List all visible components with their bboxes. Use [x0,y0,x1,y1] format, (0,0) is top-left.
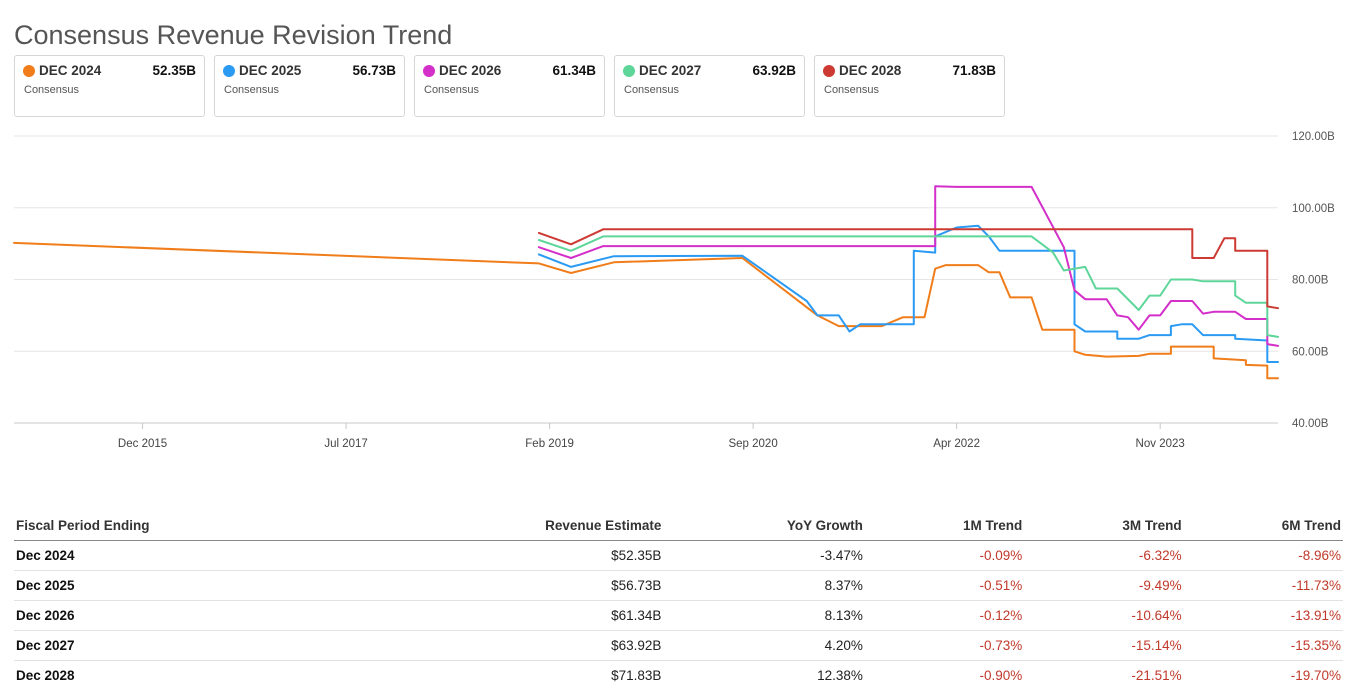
cell-1m-trend: -0.90% [979,668,1023,683]
table-row: Dec 2027 $63.92B 4.20% -0.73% -15.14% -1… [14,630,1343,661]
cell-3m-trend: -21.51% [1131,668,1182,683]
legend-series-value: 63.92B [752,63,796,78]
cell-period: Dec 2027 [14,630,361,661]
header-1m-trend[interactable]: 1M Trend [864,510,1025,541]
legend-series-name: DEC 2027 [639,63,702,78]
legend-series-name: DEC 2024 [39,63,102,78]
legend-series-value: 52.35B [152,63,196,78]
series-line-dec-2028 [537,228,1279,310]
cell-6m-trend: -15.35% [1183,630,1343,661]
legend-series-value: 56.73B [352,63,396,78]
header-yoy-growth[interactable]: YoY Growth [663,510,865,541]
table-row: Dec 2026 $61.34B 8.13% -0.12% -10.64% -1… [14,600,1343,631]
header-3m-trend[interactable]: 3M Trend [1024,510,1184,541]
legend-series-sub: Consensus [824,84,880,96]
header-revenue-estimate[interactable]: Revenue Estimate [360,510,664,541]
series-line-dec-2027 [537,235,1279,338]
y-tick-label: 100.00B [1292,203,1335,215]
table-row: Dec 2028 $71.83B 12.38% -0.90% -21.51% -… [14,661,1343,691]
cell-1m-trend: -0.09% [864,540,1025,571]
cell-yoy-growth: 8.37% [663,570,865,601]
x-tick-label: Sep 2020 [728,438,777,450]
cell-period: Dec 2024 [14,540,361,571]
series-line-dec-2026 [537,185,1279,347]
legend-series-value: 61.34B [552,63,596,78]
series-line-dec-2024 [13,241,1279,380]
cell-period: Dec 2025 [14,570,361,601]
legend: DEC 2024 52.35B Consensus DEC 2025 56.73… [14,55,1005,117]
cell-3m-trend: -10.64% [1024,600,1184,631]
cell-1m-trend: -0.73% [864,630,1025,661]
cell-yoy-growth: -3.47% [663,540,865,571]
y-tick-label: 40.00B [1292,418,1329,430]
cell-3m-trend: -9.49% [1024,570,1184,601]
cell-6m-trend: -19.70% [1290,668,1341,683]
page-title: Consensus Revenue Revision Trend [14,20,453,51]
legend-series-value: 71.83B [952,63,996,78]
series-line-dec-2025 [537,224,1279,363]
x-tick-label: Jul 2017 [324,438,367,450]
cell-revenue-estimate: $71.83B [611,668,662,683]
cell-revenue-estimate: $52.35B [360,540,664,571]
series-dot-icon [223,64,235,77]
legend-series-name: DEC 2028 [839,63,902,78]
legend-series-name: DEC 2026 [439,63,502,78]
cell-revenue-estimate: $61.34B [360,600,664,631]
table-row: Dec 2025 $56.73B 8.37% -0.51% -9.49% -11… [14,570,1343,601]
legend-series-sub: Consensus [424,84,480,96]
cell-6m-trend: -13.91% [1183,600,1343,631]
x-tick-label: Apr 2022 [933,438,980,450]
cell-1m-trend: -0.12% [864,600,1025,631]
cell-yoy-growth: 12.38% [817,668,863,683]
cell-revenue-estimate: $56.73B [360,570,664,601]
series-dot-icon [623,64,635,77]
x-tick-label: Dec 2015 [118,438,167,450]
legend-series-sub: Consensus [24,84,80,96]
cell-yoy-growth: 8.13% [663,600,865,631]
y-tick-label: 80.00B [1292,275,1329,287]
header-fiscal-period[interactable]: Fiscal Period Ending [14,510,361,541]
series-dot-icon [823,64,835,77]
cell-period: Dec 2026 [14,600,361,631]
cell-period: Dec 2028 [16,668,75,683]
revenue-estimates-table: Fiscal Period Ending Revenue Estimate Yo… [14,510,1343,690]
cell-3m-trend: -15.14% [1024,630,1184,661]
series-dot-icon [23,64,35,77]
y-tick-label: 120.00B [1292,131,1335,143]
cell-yoy-growth: 4.20% [663,630,865,661]
y-tick-label: 60.00B [1292,346,1329,358]
x-tick-label: Nov 2023 [1136,438,1185,450]
x-tick-label: Feb 2019 [525,438,574,450]
legend-card-dec-2024[interactable]: DEC 2024 52.35B Consensus [14,55,205,117]
revenue-revision-chart: 40.00B 60.00B 80.00B 100.00B 120.00B Dec 2015… [13,131,1335,450]
legend-card-dec-2026[interactable]: DEC 2026 61.34B Consensus [414,55,605,117]
table-header-row: Fiscal Period Ending Revenue Estimate Yo… [14,510,1343,541]
legend-card-dec-2028[interactable]: DEC 2028 71.83B Consensus [814,55,1005,117]
cell-6m-trend: -8.96% [1183,540,1343,571]
table-row: Dec 2024 $52.35B -3.47% -0.09% -6.32% -8… [14,540,1343,571]
cell-3m-trend: -6.32% [1024,540,1184,571]
cell-revenue-estimate: $63.92B [360,630,664,661]
legend-series-sub: Consensus [224,84,280,96]
cell-1m-trend: -0.51% [864,570,1025,601]
legend-card-dec-2025[interactable]: DEC 2025 56.73B Consensus [214,55,405,117]
cell-6m-trend: -11.73% [1183,570,1343,601]
legend-series-sub: Consensus [624,84,680,96]
header-6m-trend[interactable]: 6M Trend [1183,510,1343,541]
legend-series-name: DEC 2025 [239,63,302,78]
series-dot-icon [423,64,435,77]
legend-card-dec-2027[interactable]: DEC 2027 63.92B Consensus [614,55,805,117]
